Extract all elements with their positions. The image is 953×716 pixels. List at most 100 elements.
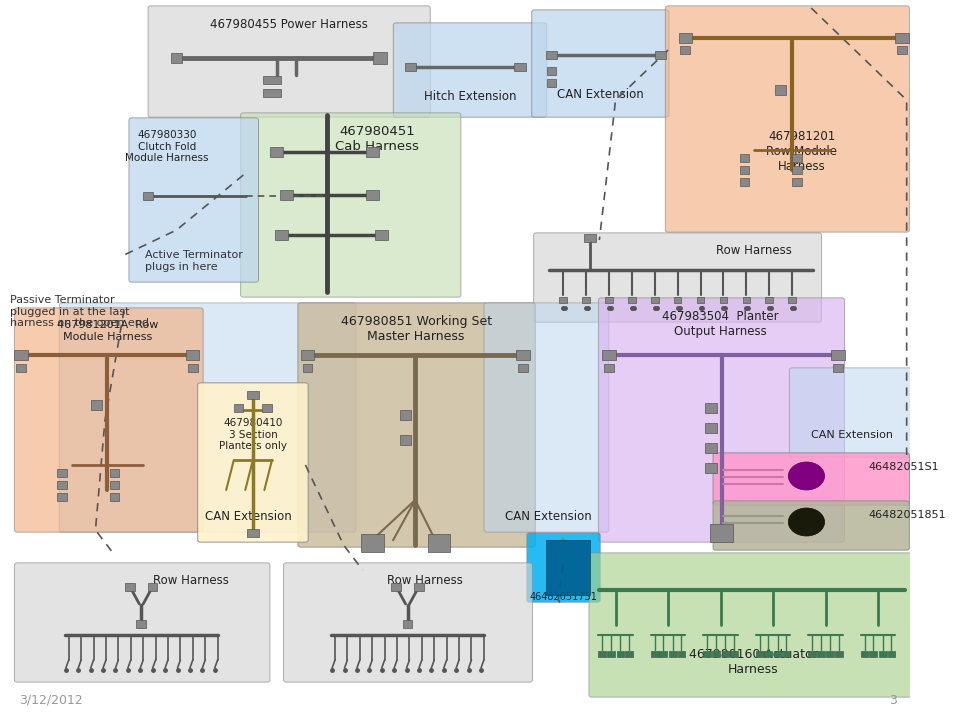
FancyBboxPatch shape — [129, 118, 258, 282]
Bar — [404, 63, 416, 71]
Text: Row Harness: Row Harness — [716, 244, 791, 257]
Bar — [825, 651, 833, 657]
Bar — [711, 651, 719, 657]
Bar — [868, 651, 876, 657]
Bar — [262, 404, 272, 412]
Bar — [603, 364, 613, 372]
Bar — [896, 46, 905, 54]
Bar — [894, 33, 907, 43]
Bar — [545, 540, 589, 595]
Text: 467983504  Planter
Output Harness: 467983504 Planter Output Harness — [661, 310, 778, 338]
Bar — [704, 423, 716, 433]
FancyBboxPatch shape — [531, 10, 668, 117]
Bar — [546, 67, 556, 75]
Text: 46482051751: 46482051751 — [529, 592, 597, 602]
Bar — [279, 190, 293, 200]
Bar — [720, 651, 728, 657]
Bar — [774, 85, 785, 95]
Bar — [302, 364, 312, 372]
FancyBboxPatch shape — [712, 501, 908, 550]
Text: 467980455 Power Harness: 467980455 Power Harness — [210, 18, 368, 31]
Bar — [650, 651, 658, 657]
Bar — [719, 297, 726, 303]
Bar — [399, 435, 411, 445]
Ellipse shape — [787, 462, 823, 490]
Bar — [807, 651, 815, 657]
FancyBboxPatch shape — [297, 303, 535, 547]
Bar — [110, 481, 119, 489]
FancyBboxPatch shape — [393, 23, 546, 117]
Bar — [606, 651, 614, 657]
Bar — [186, 350, 199, 360]
Bar — [678, 33, 691, 43]
FancyBboxPatch shape — [526, 533, 599, 602]
Bar — [110, 469, 119, 477]
Bar — [709, 524, 732, 542]
FancyBboxPatch shape — [59, 303, 355, 532]
FancyBboxPatch shape — [14, 563, 270, 682]
Bar — [773, 651, 781, 657]
FancyBboxPatch shape — [588, 553, 913, 697]
Bar — [57, 469, 67, 477]
Bar — [516, 350, 529, 360]
Bar — [274, 230, 288, 240]
Bar — [624, 651, 632, 657]
FancyBboxPatch shape — [197, 383, 308, 542]
Bar — [702, 651, 710, 657]
Bar — [16, 364, 26, 372]
Bar — [57, 481, 67, 489]
Bar — [704, 403, 716, 413]
Bar — [581, 297, 589, 303]
Bar — [360, 534, 383, 552]
Bar — [517, 364, 527, 372]
Bar — [148, 583, 157, 591]
Text: 467981201A  Row
Module Harness: 467981201A Row Module Harness — [57, 320, 158, 342]
Bar — [704, 443, 716, 453]
Bar — [110, 493, 119, 501]
Bar — [616, 651, 623, 657]
Bar — [830, 350, 843, 360]
Bar — [136, 620, 146, 628]
Bar — [300, 350, 314, 360]
Bar — [402, 620, 412, 628]
Bar — [514, 63, 525, 71]
Text: 3/12/2012: 3/12/2012 — [19, 694, 83, 707]
FancyBboxPatch shape — [240, 113, 460, 297]
Bar — [673, 297, 680, 303]
FancyBboxPatch shape — [533, 233, 821, 322]
Bar — [188, 364, 197, 372]
Bar — [679, 46, 689, 54]
Text: Active Terminator
plugs in here: Active Terminator plugs in here — [145, 250, 243, 271]
Bar — [247, 529, 258, 537]
Bar — [558, 297, 566, 303]
Text: Hitch Extension: Hitch Extension — [424, 90, 517, 103]
Bar — [365, 147, 378, 157]
Bar — [263, 76, 280, 84]
Bar — [739, 166, 748, 174]
Bar — [755, 651, 762, 657]
Bar — [860, 651, 867, 657]
Text: 46482051851: 46482051851 — [867, 510, 945, 520]
Bar — [650, 297, 658, 303]
Text: Row Harness: Row Harness — [386, 574, 462, 587]
Text: CAN Extension: CAN Extension — [557, 88, 643, 101]
Bar — [781, 651, 789, 657]
FancyBboxPatch shape — [712, 453, 908, 505]
Bar — [247, 391, 258, 399]
Bar — [365, 190, 378, 200]
Text: 467980160 Actuator
Harness: 467980160 Actuator Harness — [688, 648, 817, 676]
Bar — [654, 51, 665, 59]
Bar — [375, 230, 388, 240]
Bar — [373, 52, 386, 64]
Bar — [677, 651, 684, 657]
Bar — [604, 297, 612, 303]
Bar — [546, 79, 556, 87]
Bar — [143, 192, 152, 200]
FancyBboxPatch shape — [664, 6, 908, 232]
Bar — [741, 297, 749, 303]
Text: 467980410
3 Section
Planters only: 467980410 3 Section Planters only — [218, 418, 287, 451]
Text: 467980451
Cab Harness: 467980451 Cab Harness — [335, 125, 418, 153]
Ellipse shape — [787, 508, 823, 536]
Bar — [233, 404, 243, 412]
Text: CAN Extension: CAN Extension — [810, 430, 892, 440]
